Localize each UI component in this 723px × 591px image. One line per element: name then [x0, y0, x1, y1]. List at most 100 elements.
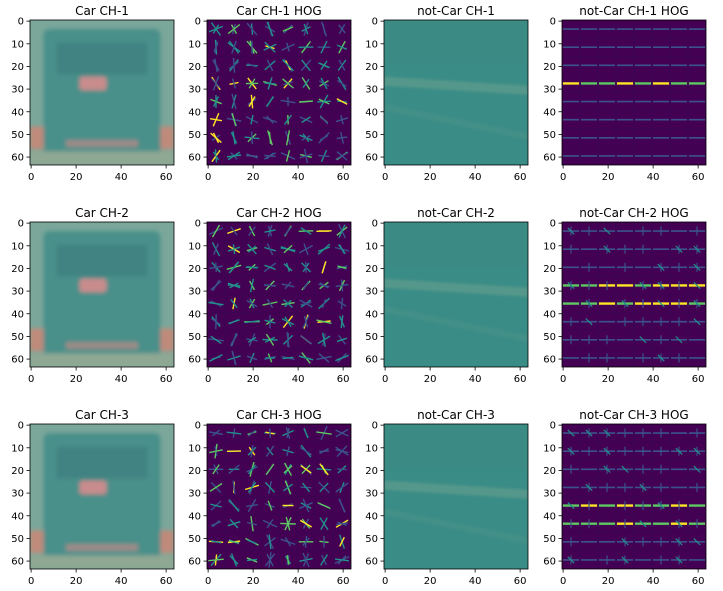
y-tick-label: 0 — [195, 421, 201, 432]
y-tick-label: 30 — [365, 85, 378, 96]
axes-frame — [561, 221, 707, 368]
subplot-10: Car CH-3 HOG 0 20 40 60 0 10 20 30 40 50 60 — [188, 408, 352, 587]
subplot-4: not-Car CH-1 HOG 0 20 40 60 0 10 20 30 40 50 60 — [543, 4, 707, 183]
x-tick-label: 0 — [560, 172, 566, 183]
y-tick-label: 30 — [365, 287, 378, 298]
road-image — [384, 20, 528, 165]
y-tick-label: 20 — [365, 62, 378, 73]
subplot-title: Car CH-1 — [75, 4, 129, 18]
x-tick-label: 20 — [602, 576, 615, 587]
hog-image — [207, 424, 351, 569]
y-tick-label: 30 — [11, 489, 24, 500]
x-tick-label: 0 — [205, 576, 211, 587]
subplot-2: Car CH-1 HOG 0 20 40 60 0 10 20 30 40 50 60 — [188, 4, 352, 183]
x-tick-label: 40 — [647, 374, 660, 385]
y-tick-label: 10 — [543, 39, 556, 50]
axes-frame — [383, 423, 529, 570]
axes-frame — [29, 221, 175, 368]
x-tick-label: 0 — [382, 172, 388, 183]
y-tick-label: 30 — [188, 489, 201, 500]
car-image — [30, 424, 174, 569]
y-tick-label: 50 — [11, 534, 24, 545]
x-tick-label: 20 — [424, 374, 437, 385]
road-image — [384, 424, 528, 569]
y-tick-label: 10 — [365, 39, 378, 50]
car-image — [30, 222, 174, 367]
y-tick-label: 50 — [365, 130, 378, 141]
subplot-title: not-Car CH-1 HOG — [579, 4, 688, 18]
y-tick-label: 40 — [365, 309, 378, 320]
x-tick-label: 40 — [292, 576, 305, 587]
axes-frame — [206, 423, 352, 570]
y-tick-label: 0 — [18, 17, 24, 28]
x-tick-label: 60 — [514, 576, 527, 587]
x-tick-label: 40 — [647, 172, 660, 183]
x-tick-label: 60 — [692, 576, 705, 587]
y-tick-label: 50 — [543, 130, 556, 141]
subplot-6: Car CH-2 HOG 0 20 40 60 0 10 20 30 40 50 60 — [188, 206, 352, 385]
y-tick-label: 10 — [11, 241, 24, 252]
subplot-12: not-Car CH-3 HOG 0 20 40 60 0 10 20 30 40 50 60 — [543, 408, 707, 587]
x-tick-label: 0 — [28, 576, 34, 587]
subplot-8: not-Car CH-2 HOG 0 20 40 60 0 10 20 30 40 50 60 — [543, 206, 707, 385]
x-tick-label: 20 — [70, 374, 83, 385]
y-tick-label: 60 — [11, 355, 24, 366]
x-tick-label: 60 — [692, 374, 705, 385]
x-tick-label: 20 — [602, 172, 615, 183]
x-tick-label: 0 — [382, 576, 388, 587]
subplot-title: Car CH-2 HOG — [236, 206, 321, 220]
subplot-7: not-Car CH-2 0 20 40 60 0 10 20 30 40 50 60 — [365, 206, 529, 385]
y-tick-label: 50 — [11, 130, 24, 141]
y-tick-label: 0 — [550, 421, 556, 432]
y-tick-label: 20 — [188, 466, 201, 477]
y-tick-label: 30 — [543, 85, 556, 96]
y-tick-label: 40 — [11, 309, 24, 320]
y-tick-label: 20 — [543, 264, 556, 275]
x-tick-label: 40 — [115, 576, 128, 587]
x-tick-label: 40 — [469, 172, 482, 183]
y-tick-label: 50 — [188, 130, 201, 141]
x-tick-label: 0 — [382, 374, 388, 385]
hog-image — [562, 222, 706, 367]
y-tick-label: 30 — [11, 85, 24, 96]
x-tick-label: 20 — [247, 172, 260, 183]
y-tick-label: 0 — [550, 219, 556, 230]
x-tick-label: 40 — [292, 172, 305, 183]
subplot-11: not-Car CH-3 0 20 40 60 0 10 20 30 40 50 60 — [365, 408, 529, 587]
y-tick-label: 20 — [188, 264, 201, 275]
y-tick-label: 30 — [543, 287, 556, 298]
y-tick-label: 30 — [11, 287, 24, 298]
x-tick-label: 40 — [469, 576, 482, 587]
y-tick-label: 50 — [11, 332, 24, 343]
y-tick-label: 40 — [188, 511, 201, 522]
y-tick-label: 0 — [18, 219, 24, 230]
x-tick-label: 0 — [205, 374, 211, 385]
y-tick-label: 10 — [365, 241, 378, 252]
subplot-5: Car CH-2 0 20 40 60 0 10 20 30 40 50 60 — [11, 206, 175, 385]
y-tick-label: 40 — [543, 309, 556, 320]
subplot-title: Car CH-3 — [75, 408, 129, 422]
y-tick-label: 10 — [188, 241, 201, 252]
y-tick-label: 20 — [11, 62, 24, 73]
x-tick-label: 60 — [160, 374, 173, 385]
y-tick-label: 20 — [543, 62, 556, 73]
x-tick-label: 60 — [337, 172, 350, 183]
subplot-9: Car CH-3 0 20 40 60 0 10 20 30 40 50 60 — [11, 408, 175, 587]
y-tick-label: 40 — [188, 309, 201, 320]
y-tick-label: 0 — [372, 17, 378, 28]
y-tick-label: 10 — [188, 443, 201, 454]
x-tick-label: 0 — [205, 172, 211, 183]
x-tick-label: 60 — [514, 172, 527, 183]
y-tick-label: 20 — [543, 466, 556, 477]
x-tick-label: 20 — [70, 576, 83, 587]
subplot-title: not-Car CH-3 HOG — [579, 408, 688, 422]
hog-image — [207, 20, 351, 165]
axes-frame — [206, 221, 352, 368]
y-tick-label: 60 — [365, 355, 378, 366]
x-tick-label: 0 — [28, 172, 34, 183]
y-tick-label: 50 — [365, 534, 378, 545]
y-tick-label: 40 — [543, 511, 556, 522]
y-tick-label: 40 — [11, 511, 24, 522]
